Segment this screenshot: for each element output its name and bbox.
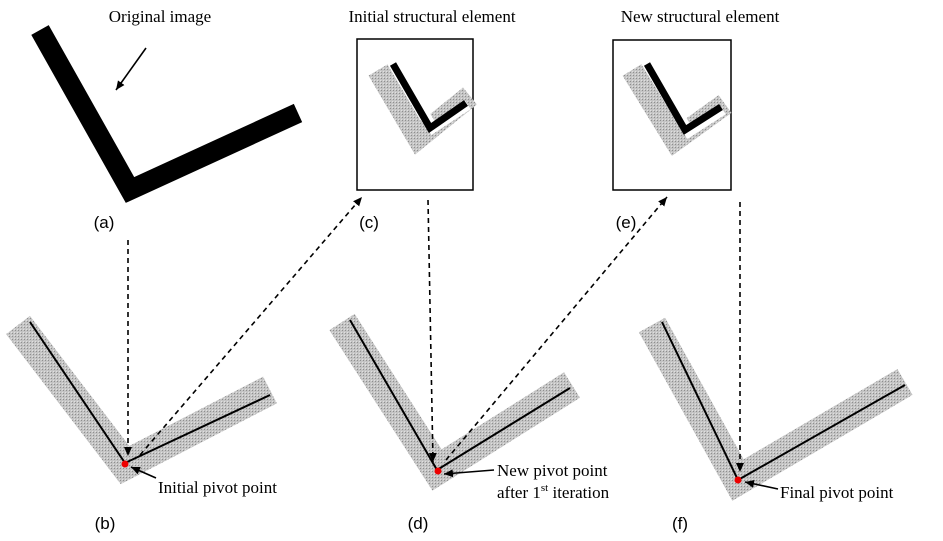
annotation: after 1st iteration — [497, 482, 610, 502]
black-line — [389, 62, 468, 134]
panel-label: (f) — [672, 514, 688, 533]
annotation: Initial pivot point — [158, 478, 277, 497]
gray-band — [6, 315, 277, 485]
arrow — [443, 469, 495, 478]
panel-label: (b) — [95, 514, 116, 533]
arrow — [744, 479, 779, 490]
gray-band — [329, 313, 580, 491]
arrow — [115, 47, 147, 91]
title: New structural element — [621, 7, 780, 26]
black-line — [643, 62, 723, 135]
flow-arrow — [139, 196, 363, 456]
title: Initial structural element — [348, 7, 515, 26]
annotation-part: iteration — [552, 483, 609, 502]
pivot-point — [734, 476, 742, 484]
title: Original image — [109, 7, 211, 26]
pivot-point — [434, 467, 442, 475]
panel-label: (e) — [616, 213, 637, 232]
flow-arrow — [427, 199, 437, 463]
annotation: Final pivot point — [780, 483, 894, 502]
original-shape — [31, 25, 303, 203]
panel-label: (a) — [94, 213, 115, 232]
panel-label: (c) — [359, 213, 379, 232]
pivot-point — [121, 460, 129, 468]
panel-label: (d) — [408, 514, 429, 533]
flow-arrow — [445, 196, 668, 461]
arrow — [130, 466, 157, 479]
annotation-part: after 1 — [497, 483, 541, 502]
superscript: st — [541, 482, 548, 494]
annotation: New pivot point — [497, 461, 608, 480]
